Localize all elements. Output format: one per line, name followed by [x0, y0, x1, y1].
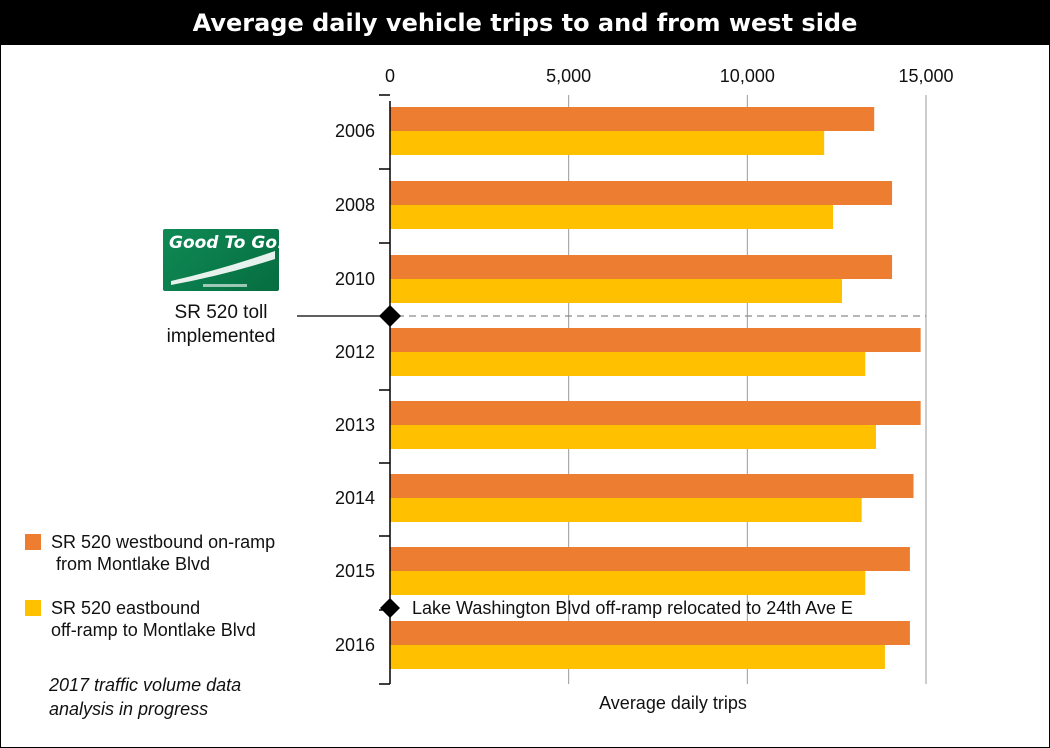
- bar: [390, 255, 893, 279]
- bar: [390, 107, 875, 131]
- good-to-go-logo: Good To Go!: [163, 229, 285, 291]
- y-tick-label: 2016: [335, 635, 375, 655]
- bar: [390, 131, 825, 155]
- bar: [390, 571, 866, 595]
- annotation-layer: Lake Washington Blvd off-ramp relocated …: [297, 305, 926, 618]
- legend-swatch-eastbound: [25, 600, 41, 616]
- y-tick-label: 2012: [335, 342, 375, 362]
- x-axis-label: Average daily trips: [599, 693, 747, 713]
- bar: [390, 425, 876, 449]
- logo-swoosh-icon: [171, 251, 275, 287]
- legend-label-eastbound: SR 520 eastbound off-ramp to Montlake Blv…: [51, 598, 256, 640]
- x-tick-label: 5,000: [546, 66, 591, 86]
- bar: [390, 401, 921, 425]
- bar: [390, 328, 921, 352]
- legend-label-westbound: SR 520 westbound on-ramp from Montlake B…: [51, 532, 276, 574]
- legend-swatch-westbound: [25, 534, 41, 550]
- relocation-diamond-icon: [380, 598, 400, 618]
- footnote-line2: analysis in progress: [49, 699, 209, 719]
- bar: [390, 621, 910, 645]
- y-tick-label: 2010: [335, 269, 375, 289]
- bar: [390, 498, 862, 522]
- toll-implemented-label: SR 520 toll implemented: [161, 301, 281, 349]
- bar: [390, 352, 866, 376]
- x-tick-label: 15,000: [898, 66, 953, 86]
- y-tick-label: 2013: [335, 415, 375, 435]
- logo-text: Good To Go!: [169, 233, 285, 253]
- footnote: 2017 traffic volume data analysis in pro…: [49, 673, 309, 721]
- axis-layer: 0 5,000 10,000 15,000 2006 2008 2010 2012 2013 20…: [335, 66, 954, 713]
- bars-layer: [390, 107, 921, 669]
- footnote-line1: 2017 traffic volume data: [49, 675, 242, 695]
- chart-title: Average daily vehicle trips to and from …: [1, 1, 1049, 45]
- x-tick-label: 0: [385, 66, 395, 86]
- bar: [390, 645, 885, 669]
- y-tick-label: 2006: [335, 121, 375, 141]
- toll-diamond-icon: [379, 305, 401, 327]
- x-tick-label: 10,000: [720, 66, 775, 86]
- relocation-label: Lake Washington Blvd off-ramp relocated …: [412, 598, 853, 618]
- toll-label-line2: implemented: [166, 326, 276, 347]
- bar: [390, 474, 914, 498]
- bar: [390, 547, 910, 571]
- y-tick-label: 2015: [335, 561, 375, 581]
- y-tick-label: 2014: [335, 488, 375, 508]
- toll-label-line1: SR 520 toll: [174, 302, 268, 323]
- bar: [390, 181, 893, 205]
- bar: [390, 205, 834, 229]
- y-tick-label: 2008: [335, 195, 375, 215]
- bar: [390, 279, 843, 303]
